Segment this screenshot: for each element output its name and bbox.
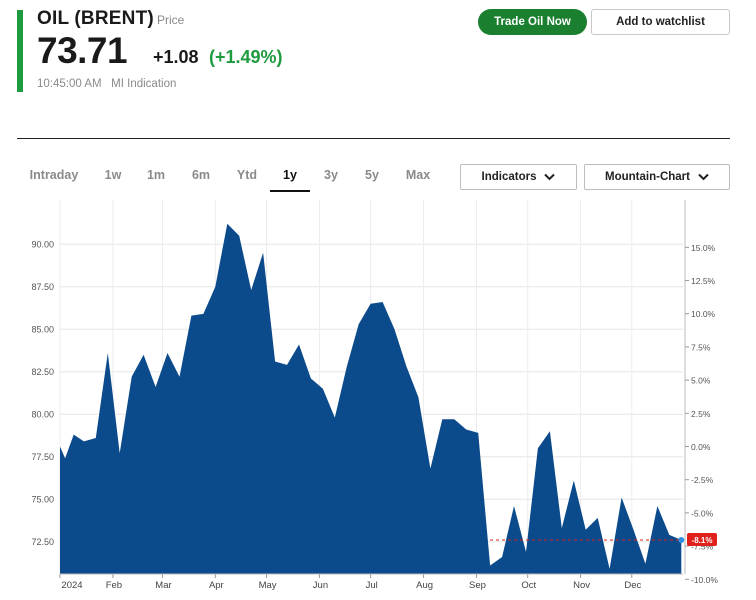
- y-axis-right: 15.0% 12.5% 10.0% 7.5% 5.0% 2.5% 0.0% -2.5% -5.0…: [685, 200, 718, 585]
- divider: [17, 138, 730, 139]
- tab-1m[interactable]: 1m: [142, 160, 170, 190]
- badge-label: -8.1%: [692, 536, 713, 545]
- current-change-badge: -8.1%: [678, 533, 717, 546]
- x-tick-label: Mar: [155, 580, 171, 591]
- quote-timestamp: 10:45:00 AM MI Indication: [37, 78, 176, 90]
- x-tick-label: Apr: [209, 580, 224, 591]
- y2-tick-label: 2.5%: [691, 409, 711, 419]
- y2-tick-label: -10.0%: [691, 575, 718, 585]
- tab-6m[interactable]: 6m: [187, 160, 215, 190]
- chart-type-dropdown[interactable]: Mountain-Chart: [584, 164, 730, 190]
- tab-5y[interactable]: 5y: [359, 160, 385, 190]
- indicators-label: Indicators: [482, 171, 537, 183]
- tab-ytd[interactable]: Ytd: [232, 160, 262, 190]
- y2-tick-label: 10.0%: [691, 309, 716, 319]
- y-tick-label: 82.50: [31, 367, 54, 377]
- tab-1w[interactable]: 1w: [100, 160, 126, 190]
- x-tick-label: Dec: [624, 580, 641, 591]
- y2-tick-label: 12.5%: [691, 276, 716, 286]
- trade-button[interactable]: Trade Oil Now: [478, 9, 587, 35]
- chevron-down-icon: [698, 173, 709, 181]
- y2-tick-label: -5.0%: [691, 508, 714, 518]
- x-tick-label: Aug: [416, 580, 433, 591]
- x-tick-label: 2024: [61, 580, 82, 591]
- y2-tick-label: 7.5%: [691, 342, 711, 352]
- x-tick-label: Nov: [573, 580, 590, 591]
- indicators-dropdown[interactable]: Indicators: [460, 164, 577, 190]
- last-point-marker: [678, 537, 684, 543]
- add-to-watchlist-button[interactable]: Add to watchlist: [591, 9, 730, 35]
- y-tick-label: 90.00: [31, 240, 54, 250]
- chart-type-label: Mountain-Chart: [605, 171, 690, 183]
- tab-1y[interactable]: 1y: [270, 160, 310, 192]
- price-change-percent: (+1.49%): [209, 47, 283, 68]
- y2-tick-label: 15.0%: [691, 243, 716, 253]
- y2-tick-label: -2.5%: [691, 475, 714, 485]
- price-chart[interactable]: 90.00 87.50 85.00 82.50 80.00 77.50 75.00 72.50…: [0, 198, 756, 598]
- x-tick-label: May: [259, 580, 277, 591]
- y-tick-label: 72.50: [31, 537, 54, 547]
- price-change: +1.08: [153, 47, 199, 68]
- x-tick-label: Oct: [521, 580, 536, 591]
- x-axis: 2024 Feb Mar Apr May Jun Jul Aug Sep Oct Nov Dec: [60, 574, 683, 591]
- price-label: Price: [157, 13, 184, 27]
- accent-bar: [17, 10, 23, 92]
- y2-tick-label: 5.0%: [691, 376, 711, 386]
- y-tick-label: 85.00: [31, 325, 54, 335]
- y-tick-label: 80.00: [31, 410, 54, 420]
- y-axis-left: 90.00 87.50 85.00 82.50 80.00 77.50 75.00 72.50: [31, 240, 54, 548]
- y-tick-label: 87.50: [31, 282, 54, 292]
- tab-3y[interactable]: 3y: [318, 160, 344, 190]
- instrument-name: OIL (BRENT): [37, 8, 154, 30]
- x-tick-label: Feb: [106, 580, 122, 591]
- x-tick-label: Jul: [366, 580, 378, 591]
- x-tick-label: Jun: [313, 580, 328, 591]
- x-tick-label: Sep: [469, 580, 486, 591]
- tab-max[interactable]: Max: [402, 160, 434, 190]
- y-tick-label: 75.00: [31, 495, 54, 505]
- y-tick-label: 77.50: [31, 452, 54, 462]
- chevron-down-icon: [544, 173, 555, 181]
- tab-intraday[interactable]: Intraday: [26, 160, 82, 190]
- y2-tick-label: 0.0%: [691, 442, 711, 452]
- last-price: 73.71: [37, 30, 127, 72]
